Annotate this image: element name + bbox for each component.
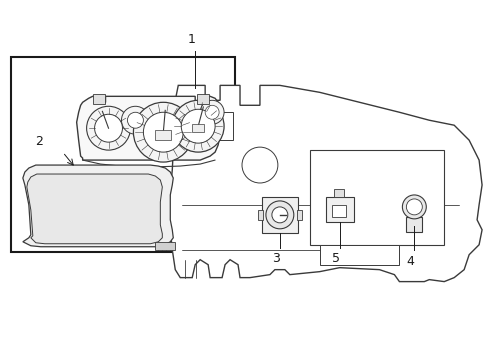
Text: 4: 4 xyxy=(406,255,413,268)
Bar xyxy=(92,94,104,104)
Bar xyxy=(262,197,297,233)
Bar xyxy=(319,245,399,265)
Circle shape xyxy=(133,102,193,162)
Bar xyxy=(309,150,443,245)
Text: 5: 5 xyxy=(331,252,339,265)
Bar xyxy=(195,112,233,140)
Text: 1: 1 xyxy=(187,32,195,45)
Polygon shape xyxy=(27,174,162,244)
Bar xyxy=(197,94,209,104)
Circle shape xyxy=(402,195,426,219)
Circle shape xyxy=(143,112,183,152)
Circle shape xyxy=(127,112,143,128)
Polygon shape xyxy=(77,96,222,160)
Circle shape xyxy=(86,106,130,150)
Text: 2: 2 xyxy=(35,135,42,148)
Circle shape xyxy=(242,147,277,183)
Circle shape xyxy=(271,207,287,223)
Bar xyxy=(331,205,345,217)
Bar xyxy=(296,210,301,220)
Circle shape xyxy=(406,199,422,215)
Circle shape xyxy=(181,109,215,143)
Polygon shape xyxy=(23,165,173,247)
Circle shape xyxy=(172,100,224,152)
Circle shape xyxy=(121,106,149,134)
Bar xyxy=(155,130,171,140)
Bar xyxy=(258,210,263,220)
Circle shape xyxy=(265,201,293,229)
Circle shape xyxy=(200,100,224,124)
Polygon shape xyxy=(168,85,481,282)
Bar xyxy=(192,124,203,132)
Bar xyxy=(333,189,343,197)
Bar xyxy=(325,197,353,222)
Polygon shape xyxy=(402,198,426,226)
Bar xyxy=(11,58,235,252)
Circle shape xyxy=(205,105,219,119)
Bar xyxy=(155,242,175,250)
Text: 3: 3 xyxy=(271,252,279,265)
Circle shape xyxy=(94,114,122,142)
Bar xyxy=(406,217,422,232)
